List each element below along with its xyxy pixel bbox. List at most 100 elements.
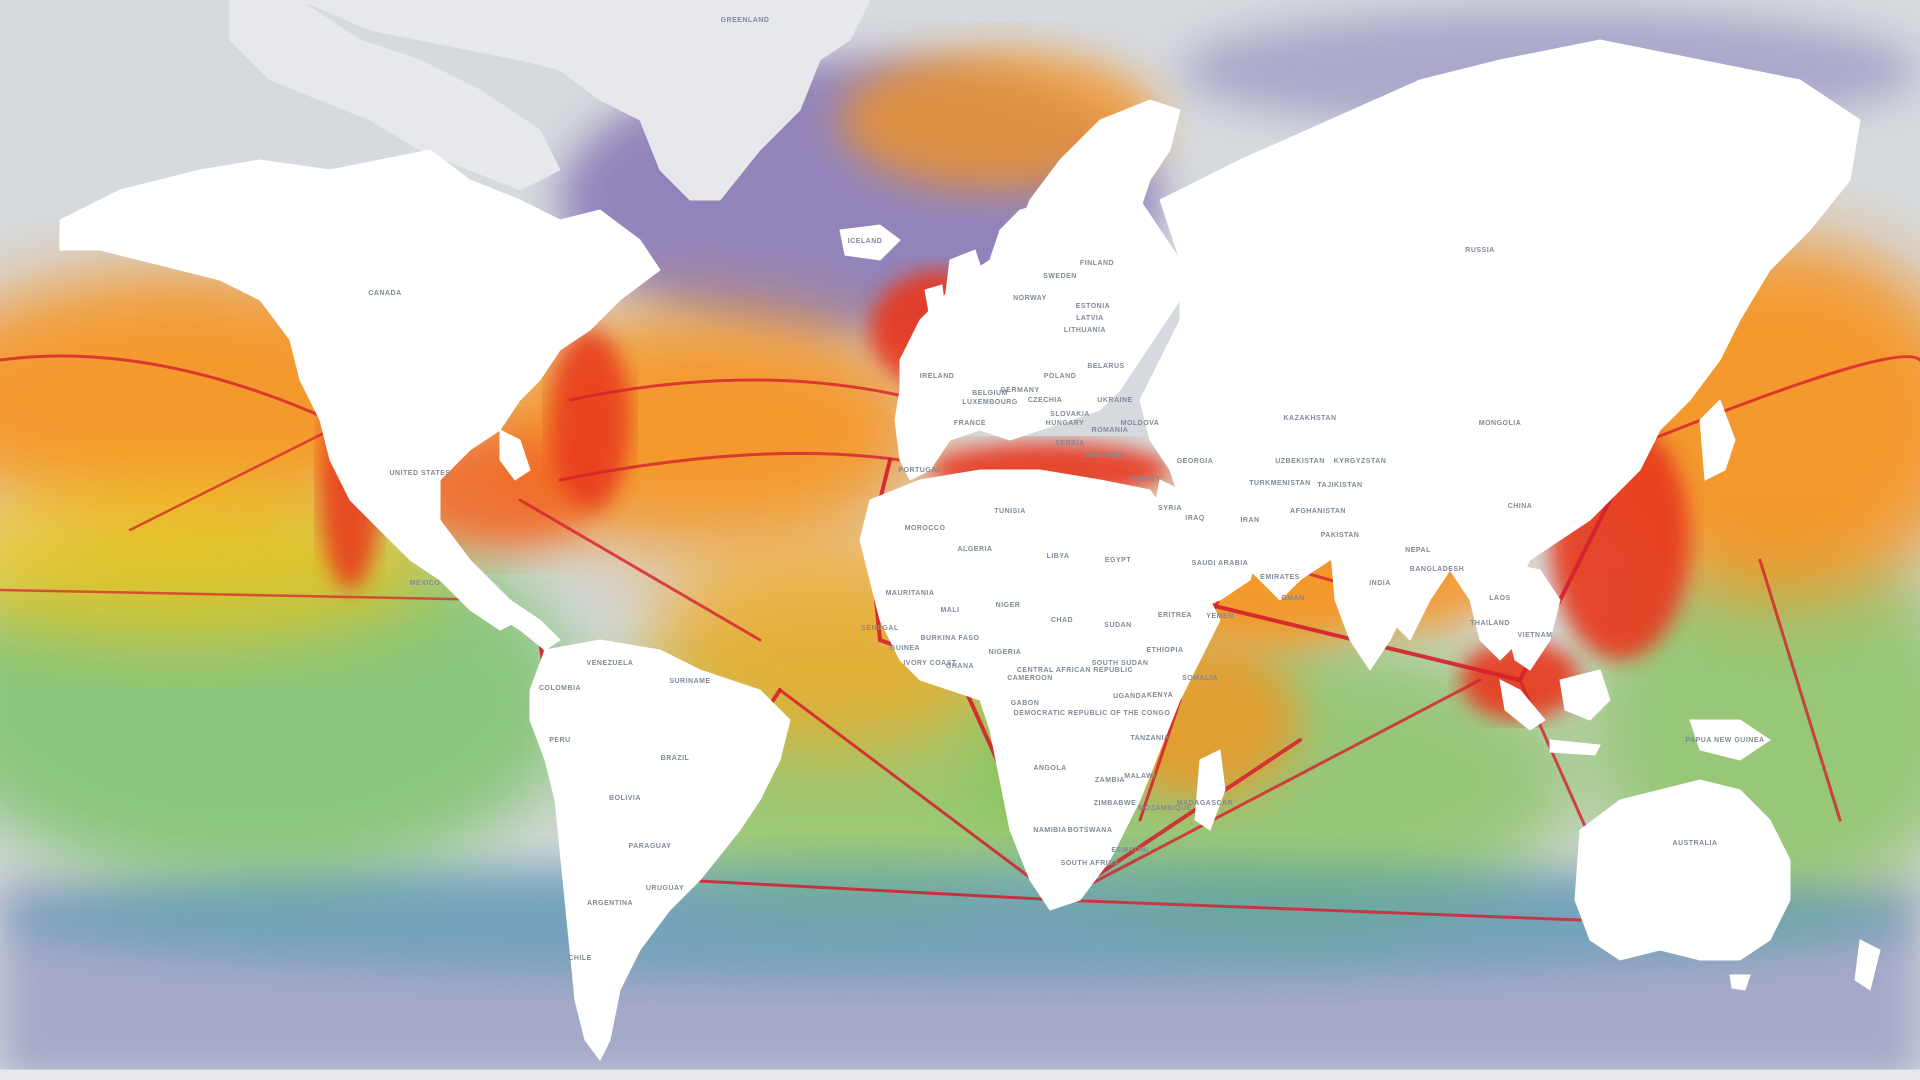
land-florida <box>499 429 531 481</box>
land-australia <box>1574 779 1791 961</box>
country-label-greenland: GREENLAND <box>721 17 770 24</box>
country-label-namibia: NAMIBIA <box>1033 827 1066 834</box>
country-label-luxembourg: LUXEMBOURG <box>962 399 1018 406</box>
country-label-oman: OMAN <box>1281 595 1304 602</box>
country-label-yemen: YEMEN <box>1206 613 1233 620</box>
country-label-kazakhstan: KAZAKHSTAN <box>1283 415 1336 422</box>
country-label-portugal: PORTUGAL <box>898 467 942 474</box>
country-label-sudan: SUDAN <box>1104 622 1131 629</box>
country-label-iran: IRAN <box>1240 517 1259 524</box>
country-label-kyrgyzstan: KYRGYZSTAN <box>1334 458 1387 465</box>
country-label-cameroon: CAMEROON <box>1007 675 1053 682</box>
country-label-belgium: BELGIUM <box>972 390 1008 397</box>
country-label-canada: CANADA <box>368 290 401 297</box>
country-label-burkina-faso: BURKINA FASO <box>920 635 979 642</box>
country-label-estonia: ESTONIA <box>1076 303 1111 310</box>
country-label-serbia: SERBIA <box>1055 440 1084 447</box>
country-label-colombia: COLOMBIA <box>539 685 581 692</box>
land-greenland <box>299 0 871 201</box>
country-label-emirates: EMIRATES <box>1260 574 1300 581</box>
country-label-hungary: HUNGARY <box>1046 420 1085 427</box>
country-label-mali: MALI <box>940 607 959 614</box>
lane-cape-to-malacca <box>1058 678 1482 902</box>
country-label-mongolia: MONGOLIA <box>1479 420 1522 427</box>
country-label-china: CHINA <box>1508 503 1533 510</box>
country-label-senegal: SENEGAL <box>861 625 899 632</box>
country-label-norway: NORWAY <box>1013 295 1047 302</box>
country-label-iceland: ICELAND <box>848 238 883 245</box>
country-label-south-sudan: SOUTH SUDAN <box>1092 660 1149 667</box>
country-labels: GREENLAND CANADA ICELAND UNITED STATES MEXIC… <box>368 17 1764 962</box>
country-label-germany: GERMANY <box>1000 387 1039 394</box>
country-label-iraq: IRAQ <box>1185 515 1205 522</box>
land-antarctic-edge <box>0 1069 1920 1080</box>
land-papua <box>1689 719 1771 761</box>
country-label-paraguay: PARAGUAY <box>629 843 672 850</box>
density-south-mid-band <box>0 860 1920 980</box>
country-label-romania: ROMANIA <box>1092 427 1129 434</box>
country-label-south-africa: SOUTH AFRICA <box>1061 860 1120 867</box>
lane-pacific-west-part <box>0 354 332 422</box>
country-label-ireland: IRELAND <box>920 373 955 380</box>
country-label-brazil: BRAZIL <box>661 755 690 762</box>
country-label-syria: SYRIA <box>1158 505 1182 512</box>
country-label-laos: LAOS <box>1489 595 1510 602</box>
country-label-ukraine: UKRAINE <box>1097 397 1132 404</box>
country-label-madagascar: MADAGASCAR <box>1177 800 1233 807</box>
land-africa <box>859 469 1221 911</box>
country-label-algeria: ALGERIA <box>958 546 993 553</box>
country-label-egypt: EGYPT <box>1105 557 1131 564</box>
country-label-eritrea: ERITREA <box>1158 612 1192 619</box>
country-label-latvia: LATVIA <box>1076 315 1104 322</box>
country-label-central-african-republic: CENTRAL AFRICAN REPUBLIC <box>1017 667 1133 674</box>
country-label-mexico: MEXICO <box>410 580 441 587</box>
country-label-suriname: SURINAME <box>669 678 710 685</box>
country-label-ethiopia: ETHIOPIA <box>1146 647 1183 654</box>
lane-caribbean-brazil <box>518 498 762 642</box>
country-label-saudi-arabia: SAUDI ARABIA <box>1192 560 1249 567</box>
country-label-vietnam: VIETNAM <box>1518 632 1553 639</box>
country-label-libya: LIBYA <box>1047 553 1070 560</box>
land-indochina <box>1489 559 1561 671</box>
country-label-chad: CHAD <box>1051 617 1073 624</box>
land-new-zealand <box>1854 939 1881 991</box>
land-scandinavia <box>1009 99 1181 271</box>
lane-transatlantic-south <box>558 451 902 482</box>
country-label-ghana: GHANA <box>946 663 974 670</box>
country-label-tajikistan: TAJIKISTAN <box>1317 482 1362 489</box>
land-india <box>1329 539 1421 671</box>
country-label-eswatini: ESWATINI <box>1111 847 1148 854</box>
land-iceland <box>839 224 901 261</box>
country-label-france: FRANCE <box>954 420 986 427</box>
lane-transatlantic-north <box>568 378 922 402</box>
lane-cape-to-australia <box>1058 898 1582 922</box>
lane-panama-to-east-asia <box>0 588 502 602</box>
country-label-chile: CHILE <box>568 955 592 962</box>
lane-australia-east <box>1758 558 1842 822</box>
country-label-australia: AUSTRALIA <box>1673 840 1718 847</box>
country-label-argentina: ARGENTINA <box>587 900 633 907</box>
country-label-guinea: GUINEA <box>890 645 920 652</box>
country-label-pakistan: PAKISTAN <box>1321 532 1360 539</box>
country-label-kenya: KENYA <box>1147 692 1173 699</box>
country-label-uzbekistan: UZBEKISTAN <box>1275 458 1325 465</box>
country-label-niger: NIGER <box>996 602 1021 609</box>
country-label-finland: FINLAND <box>1080 260 1114 267</box>
country-label-angola: ANGOLA <box>1033 765 1066 772</box>
land-japan <box>1699 399 1736 481</box>
country-label-sweden: SWEDEN <box>1043 273 1077 280</box>
land-sumatra <box>1499 679 1546 731</box>
country-label-georgia: GEORGIA <box>1177 458 1214 465</box>
country-label-tunisia: TUNISIA <box>994 508 1026 515</box>
country-label-zambia: ZAMBIA <box>1095 777 1125 784</box>
density-us-east-max <box>550 330 630 510</box>
country-label-ivory-coast: IVORY COAST <box>903 660 957 667</box>
country-label-malawi: MALAWI <box>1124 773 1155 780</box>
country-label-bolivia: BOLIVIA <box>609 795 641 802</box>
land-madagascar <box>1194 749 1226 831</box>
country-label-mozambique: MOZAMBIQUE <box>1138 805 1192 812</box>
country-label-united-states: UNITED STATES <box>389 470 450 477</box>
lane-cape-to-brazil <box>778 688 1062 902</box>
